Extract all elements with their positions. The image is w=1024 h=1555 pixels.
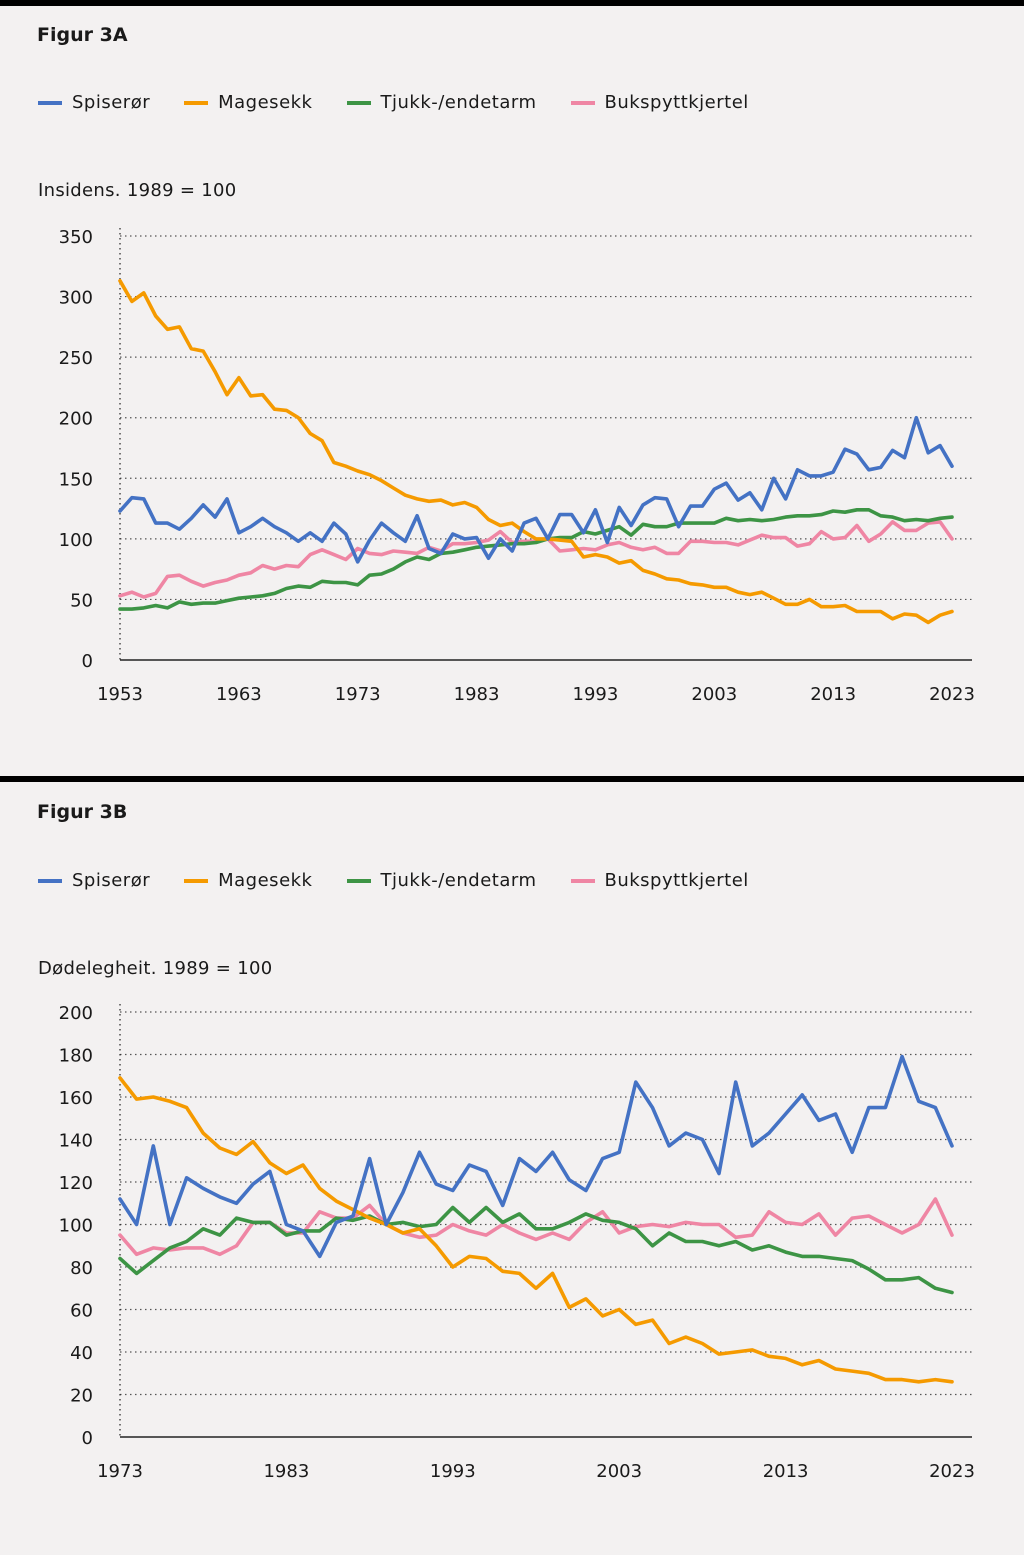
legend-item: Spiserør <box>38 870 150 891</box>
legend-swatch <box>184 100 209 105</box>
y-tick-label: 200 <box>59 409 93 430</box>
legend-item: Magesekk <box>184 870 312 891</box>
y-tick-label: 60 <box>70 1301 93 1322</box>
legend-label: Tjukk-/endetarm <box>380 92 537 113</box>
legend-label: Magesekk <box>218 92 313 113</box>
x-tick-label: 2003 <box>596 1461 642 1482</box>
x-tick-label: 1963 <box>216 684 262 705</box>
figure-3b-title: Figur 3B <box>37 801 128 823</box>
legend-item: Tjukk-/endetarm <box>346 92 537 113</box>
legend-label: Bukspyttkjertel <box>604 92 749 113</box>
legend-swatch <box>570 878 595 883</box>
figure-separator <box>0 776 1024 782</box>
series-line-tjukk-endetarm <box>118 507 954 611</box>
x-tick-label: 1993 <box>573 684 619 705</box>
legend-3a: Spiserør Magesekk Tjukk-/endetarm Bukspy… <box>38 92 783 113</box>
chart-3a: 0 50 100 150 200 250 300 350 1953 1963 1973 1983 199… <box>59 227 975 705</box>
x-tick-label: 1983 <box>263 1461 309 1482</box>
series-line-spiser-r <box>118 1054 954 1259</box>
x-tick-label: 1953 <box>97 684 143 705</box>
y-tick-label: 20 <box>70 1386 93 1407</box>
legend-item: Spiserør <box>38 92 150 113</box>
legend-swatch <box>346 878 371 883</box>
y-axis-label-3b: Dødelegheit. 1989 = 100 <box>38 958 273 979</box>
legend-swatch <box>38 100 62 105</box>
x-tick-label: 2023 <box>929 684 975 705</box>
y-tick-label: 300 <box>59 288 93 309</box>
x-tick-label: 2013 <box>810 684 856 705</box>
legend-item: Bukspyttkjertel <box>570 92 749 113</box>
series-line-magesekk <box>118 1076 954 1384</box>
y-tick-label: 180 <box>59 1046 93 1067</box>
y-tick-label: 40 <box>70 1343 93 1364</box>
y-tick-label: 120 <box>59 1173 93 1194</box>
x-tick-label: 2023 <box>929 1461 975 1482</box>
y-tick-label: 250 <box>59 348 93 369</box>
x-tick-label: 1973 <box>335 684 381 705</box>
legend-item: Bukspyttkjertel <box>570 870 749 891</box>
y-tick-label: 50 <box>70 590 93 611</box>
legend-label: Spiserør <box>72 870 151 891</box>
y-tick-label: 140 <box>59 1131 93 1152</box>
y-tick-label: 350 <box>59 227 93 248</box>
figure-3a-title: Figur 3A <box>37 24 128 46</box>
x-tick-label: 1993 <box>430 1461 476 1482</box>
legend-item: Tjukk-/endetarm <box>346 870 537 891</box>
legend-item: Magesekk <box>184 92 312 113</box>
x-tick-label: 1973 <box>97 1461 143 1482</box>
legend-swatch <box>184 878 209 883</box>
series-line-tjukk-endetarm <box>118 1205 954 1295</box>
y-tick-label: 150 <box>59 469 93 490</box>
series-line-spiser-r <box>118 415 954 564</box>
legend-swatch <box>38 878 62 883</box>
series-line-magesekk <box>118 278 954 625</box>
x-tick-label: 2013 <box>763 1461 809 1482</box>
y-tick-label: 0 <box>82 651 93 672</box>
legend-swatch <box>346 100 371 105</box>
legend-label: Spiserør <box>72 92 151 113</box>
y-tick-label: 80 <box>70 1258 93 1279</box>
legend-swatch <box>570 100 595 105</box>
legend-label: Bukspyttkjertel <box>604 870 749 891</box>
legend-label: Magesekk <box>218 870 313 891</box>
y-tick-label: 100 <box>59 1216 93 1237</box>
top-rule <box>0 0 1024 6</box>
y-tick-label: 0 <box>82 1428 93 1449</box>
y-axis-label-3a: Insidens. 1989 = 100 <box>38 180 237 201</box>
legend-3b: Spiserør Magesekk Tjukk-/endetarm Bukspy… <box>38 870 783 891</box>
legend-label: Tjukk-/endetarm <box>380 870 537 891</box>
x-tick-label: 2003 <box>691 684 737 705</box>
y-tick-label: 160 <box>59 1088 93 1109</box>
y-tick-label: 100 <box>59 530 93 551</box>
y-tick-label: 200 <box>59 1003 93 1024</box>
x-tick-label: 1983 <box>454 684 500 705</box>
